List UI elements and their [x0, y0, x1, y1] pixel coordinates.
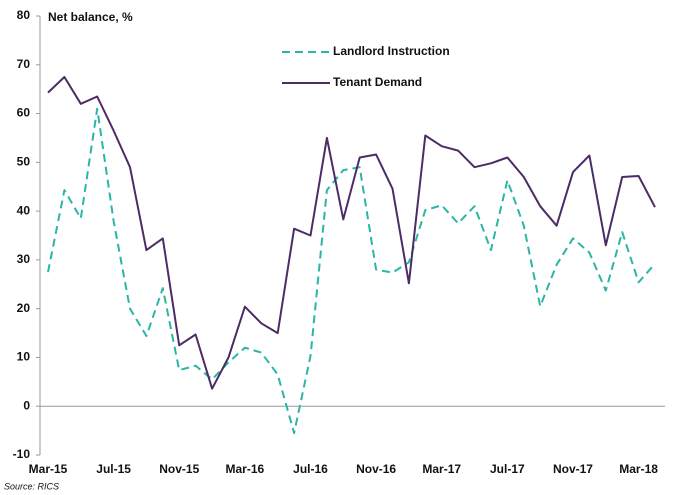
y-tick-label: 0 [23, 398, 30, 412]
series-line [47, 107, 656, 435]
y-tick-label: -10 [13, 447, 31, 461]
x-tick-label: Jul-17 [490, 462, 525, 476]
x-tick-label: Mar-15 [29, 462, 68, 476]
y-tick-label: 80 [17, 8, 31, 22]
x-tick-label: Nov-16 [356, 462, 396, 476]
legend-label: Landlord Instruction [333, 44, 450, 58]
x-tick-label: Nov-17 [553, 462, 593, 476]
y-tick-label: 50 [17, 155, 31, 169]
y-tick-label: 70 [17, 57, 31, 71]
source: Source: RICS [4, 481, 59, 491]
y-tick-label: 40 [17, 203, 31, 217]
x-tick-label: Nov-15 [159, 462, 199, 476]
legend-label: Tenant Demand [333, 75, 422, 89]
x-tick-label: Jul-15 [96, 462, 131, 476]
y-tick-label: 60 [17, 106, 31, 120]
x-tick-label: Jul-16 [293, 462, 328, 476]
x-tick-label: Mar-18 [619, 462, 658, 476]
series-line [47, 76, 656, 390]
x-tick-label: Mar-17 [422, 462, 461, 476]
y-tick-label: 20 [17, 301, 31, 315]
y-tick-label: 10 [17, 350, 31, 364]
chart-title: Net balance, % [48, 10, 133, 24]
x-tick-label: Mar-16 [226, 462, 265, 476]
y-tick-label: 30 [17, 252, 31, 266]
